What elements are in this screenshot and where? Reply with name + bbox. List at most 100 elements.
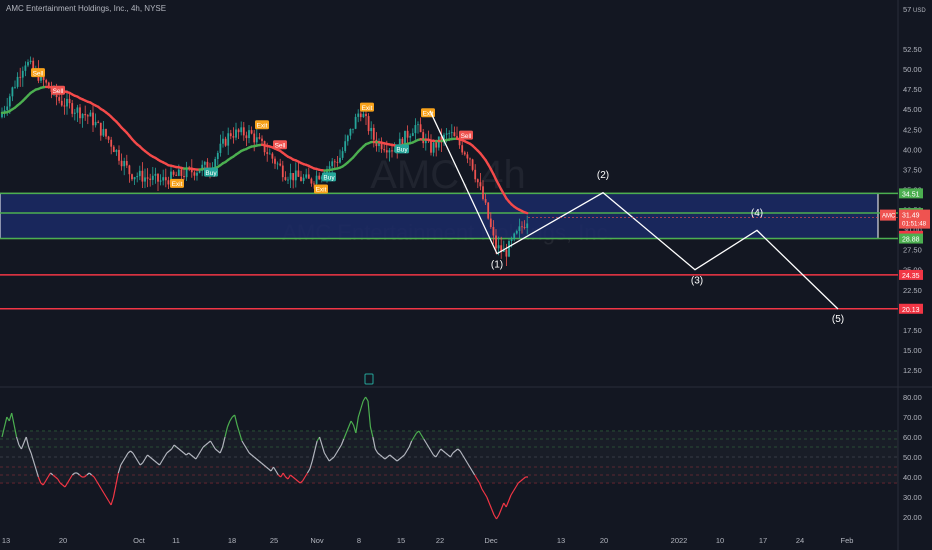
candle-body: [170, 171, 172, 185]
signal-exit: Exit: [255, 120, 269, 130]
rsi-segment: [15, 436, 20, 446]
candle-body: [515, 230, 518, 234]
candle-body: [404, 130, 406, 147]
candle-body: [133, 177, 136, 180]
rsi-segment: [299, 480, 303, 484]
rsi-segment: [333, 452, 338, 458]
rsi-segment: [491, 508, 495, 516]
rsi-segment: [345, 426, 350, 434]
rsi-segment: [195, 454, 199, 460]
rsi-segment: [512, 486, 517, 492]
rsi-tick-label: 20.00: [903, 513, 922, 522]
candle-body: [112, 146, 115, 153]
rsi-segment: [374, 448, 379, 454]
candle-body: [419, 124, 422, 133]
rsi-segment: [338, 444, 342, 450]
rsi-segment: [500, 502, 505, 510]
candle-body: [105, 129, 107, 137]
rsi-segment: [270, 466, 274, 472]
candle-body: [445, 133, 448, 135]
price-tick-label: 57: [903, 5, 911, 14]
candle-body: [287, 179, 289, 181]
rsi-segment: [423, 438, 427, 444]
wave-label: (4): [751, 208, 763, 219]
x-tick-label: Oct: [133, 536, 146, 545]
candle-body: [393, 150, 396, 152]
rsi-segment: [290, 474, 294, 478]
candle-body: [92, 112, 94, 126]
signal-box: [459, 130, 473, 140]
rsi-segment: [197, 450, 202, 456]
rsi-segment: [132, 452, 136, 458]
rsi-segment: [258, 460, 262, 464]
candle-body: [115, 149, 118, 153]
rsi-segment: [476, 478, 481, 484]
rsi-segment: [35, 468, 39, 478]
rsi-segment: [440, 448, 444, 452]
rsi-segment: [256, 458, 260, 462]
candle-body: [216, 152, 219, 160]
rsi-segment: [137, 460, 141, 466]
rsi-segment: [430, 450, 434, 456]
x-tick-label: 2022: [671, 536, 688, 545]
rsi-segment: [323, 452, 328, 458]
x-tick-label: 24: [796, 536, 804, 545]
candle-body: [250, 130, 253, 134]
candle-body: [47, 82, 50, 89]
signal-box: [273, 140, 287, 150]
candle-body: [154, 173, 157, 176]
rsi-segment: [251, 454, 255, 458]
rsi-segment: [127, 450, 131, 454]
rsi-segment: [130, 450, 134, 454]
candle-body: [263, 141, 266, 153]
rsi-segment: [151, 458, 156, 462]
rsi-segment: [391, 456, 396, 460]
x-tick-label: 20: [600, 536, 608, 545]
candle-body: [146, 177, 149, 179]
rsi-segment: [355, 416, 359, 434]
rsi-segment: [263, 464, 267, 468]
x-tick-label: 15: [397, 536, 405, 545]
candle-body: [500, 245, 503, 252]
candle-body: [261, 138, 263, 142]
x-tick-label: Feb: [841, 536, 854, 545]
rsi-segment: [112, 484, 117, 498]
candle-body: [131, 174, 133, 180]
candle-body: [385, 150, 388, 153]
rsi-segment: [466, 462, 471, 468]
rsi-segment: [348, 420, 352, 428]
rsi-segment: [3, 416, 8, 428]
rsi-segment: [47, 472, 51, 478]
rsi-segment: [418, 430, 422, 436]
candle-body: [318, 175, 321, 180]
rsi-segment: [18, 444, 22, 450]
candle-body: [380, 141, 383, 150]
rsi-segment: [57, 478, 61, 484]
rsi-segment: [205, 442, 209, 446]
candle-body: [362, 113, 365, 118]
candle-body: [401, 138, 404, 147]
rsi-segment: [125, 452, 129, 458]
rsi-segment: [23, 436, 27, 444]
rsi-segment: [452, 450, 456, 454]
rsi-segment: [224, 426, 229, 438]
rsi-segment: [180, 450, 185, 454]
candle-body: [68, 98, 71, 104]
candle-body: [435, 142, 438, 148]
rsi-segment: [292, 476, 296, 480]
candle-body: [245, 135, 248, 139]
candle-body: [180, 169, 183, 176]
candle-body: [149, 178, 152, 180]
candle-body: [73, 112, 76, 114]
rsi-segment: [445, 452, 449, 456]
price-tick-label: 30.00: [903, 226, 922, 235]
signal-box: [170, 178, 184, 188]
candle-body: [378, 141, 380, 147]
price-tick-label: 42.50: [903, 125, 922, 134]
rsi-segment: [100, 488, 105, 494]
rsi-segment: [11, 412, 15, 426]
signal-label: Sell: [461, 133, 472, 140]
candle-body: [456, 136, 458, 138]
candle-body: [235, 129, 237, 138]
